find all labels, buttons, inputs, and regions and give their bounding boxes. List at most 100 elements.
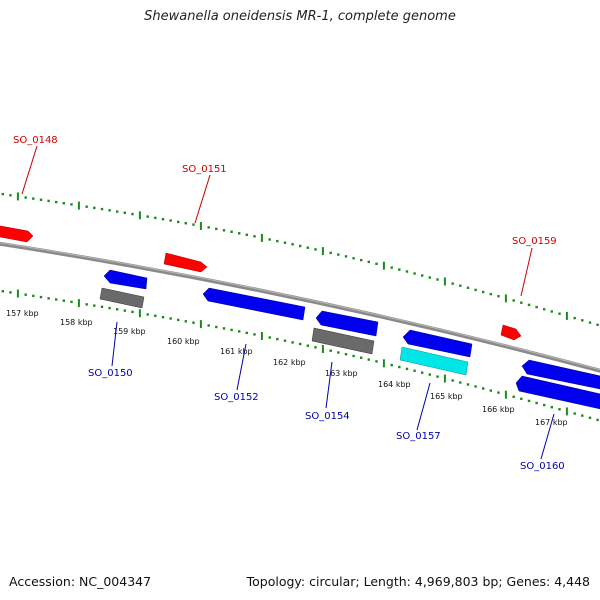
- gene-label-so0159[interactable]: SO_0159: [512, 236, 557, 247]
- inner-tick: [70, 300, 73, 304]
- outer-tick: [443, 277, 446, 286]
- gene-so0154[interactable]: [315, 310, 379, 337]
- gene-label-so0150[interactable]: SO_0150: [88, 368, 133, 379]
- inner-tick: [169, 317, 172, 320]
- inner-tick: [314, 346, 317, 349]
- kbp-label: 162 kbp: [273, 358, 306, 367]
- gene-so0160-b[interactable]: [515, 375, 600, 410]
- inner-tick: [24, 293, 27, 296]
- outer-tick: [558, 312, 561, 315]
- outer-tick: [344, 255, 348, 258]
- gene-so0152[interactable]: [202, 287, 306, 321]
- inner-tick: [238, 330, 241, 333]
- inner-tick: [93, 304, 96, 307]
- outer-tick: [329, 251, 332, 255]
- inner-tick: [436, 375, 439, 378]
- inner-tick: [222, 327, 226, 330]
- inner-tick: [360, 356, 363, 359]
- outer-tick: [382, 261, 385, 270]
- leader-so0159: [520, 247, 533, 297]
- outer-tick: [466, 286, 470, 289]
- leader-so0152: [236, 343, 247, 391]
- gene-so0150[interactable]: [103, 269, 148, 290]
- gene-label-so0148[interactable]: SO_0148: [13, 135, 58, 146]
- gene-label-so0160[interactable]: SO_0160: [520, 461, 565, 472]
- outer-tick: [1, 192, 5, 196]
- inner-tick: [596, 418, 599, 422]
- outer-tick: [85, 205, 88, 208]
- outer-tick: [283, 241, 287, 244]
- outer-tick: [588, 321, 592, 324]
- leader-so0157: [416, 382, 431, 431]
- outer-tick: [497, 295, 500, 298]
- inner-tick: [192, 321, 195, 324]
- outer-tick: [199, 222, 202, 230]
- inner-tick: [497, 391, 500, 394]
- outer-tick: [230, 230, 233, 233]
- outer-tick: [428, 276, 431, 279]
- outer-tick: [413, 272, 416, 275]
- leader-so0154: [325, 361, 333, 409]
- gene-so0148[interactable]: [0, 225, 34, 243]
- outer-tick: [321, 247, 324, 256]
- gene-so0160-a[interactable]: [521, 359, 600, 390]
- gene-label-so0152[interactable]: SO_0152: [214, 392, 259, 403]
- outer-tick: [146, 215, 149, 218]
- outer-tick: [581, 319, 584, 322]
- inner-tick: [443, 374, 446, 383]
- gray-feature-1: [99, 287, 145, 309]
- inner-tick: [550, 406, 553, 409]
- gene-so0151[interactable]: [163, 252, 208, 273]
- kbp-label: 157 kbp: [6, 309, 39, 318]
- genome-summary: Topology: circular; Length: 4,969,803 bp…: [246, 574, 590, 589]
- inner-tick: [177, 318, 180, 322]
- outer-tick: [489, 292, 492, 296]
- outer-tick: [306, 246, 309, 249]
- inner-tick: [459, 381, 462, 384]
- kbp-label: 160 kbp: [167, 337, 200, 346]
- outer-tick: [451, 282, 454, 285]
- outer-tick: [543, 308, 546, 311]
- outer-tick: [222, 229, 226, 232]
- gene-label-so0154[interactable]: SO_0154: [305, 411, 350, 422]
- inner-tick: [299, 342, 302, 346]
- outer-tick: [131, 212, 134, 216]
- inner-tick: [154, 314, 157, 317]
- gene-label-so0157[interactable]: SO_0157: [396, 431, 441, 442]
- gene-so0157[interactable]: [402, 329, 473, 358]
- leader-so0148: [21, 145, 38, 195]
- gene-label-so0151[interactable]: SO_0151: [182, 164, 227, 175]
- outer-tick: [299, 244, 302, 248]
- outer-tick: [9, 194, 12, 197]
- inner-tick: [405, 367, 409, 371]
- inner-tick: [245, 331, 248, 335]
- inner-tick: [276, 337, 279, 341]
- kbp-label: 164 kbp: [378, 380, 411, 389]
- inner-tick: [344, 353, 348, 356]
- outer-tick: [253, 235, 256, 238]
- inner-tick: [39, 295, 43, 299]
- gray-feature-2: [311, 327, 375, 355]
- outer-tick: [268, 238, 271, 241]
- genome-backbone-highlight: [0, 242, 600, 371]
- inner-tick: [123, 309, 126, 312]
- gene-so0159[interactable]: [500, 324, 522, 341]
- inner-tick: [184, 320, 187, 323]
- inner-tick: [199, 320, 202, 329]
- outer-tick: [16, 192, 19, 201]
- inner-tick: [1, 290, 5, 293]
- inner-tick: [352, 354, 355, 358]
- outer-tick: [375, 262, 378, 265]
- inner-tick: [32, 294, 35, 298]
- inner-tick: [573, 412, 576, 415]
- inner-tick: [588, 416, 592, 419]
- inner-tick: [466, 383, 470, 386]
- outer-tick: [161, 218, 165, 221]
- outer-tick: [77, 201, 80, 210]
- kbp-label: 166 kbp: [482, 405, 515, 414]
- outer-tick: [238, 232, 241, 235]
- outer-tick: [398, 268, 401, 271]
- inner-tick: [535, 401, 538, 405]
- kbp-label: 165 kbp: [430, 392, 463, 401]
